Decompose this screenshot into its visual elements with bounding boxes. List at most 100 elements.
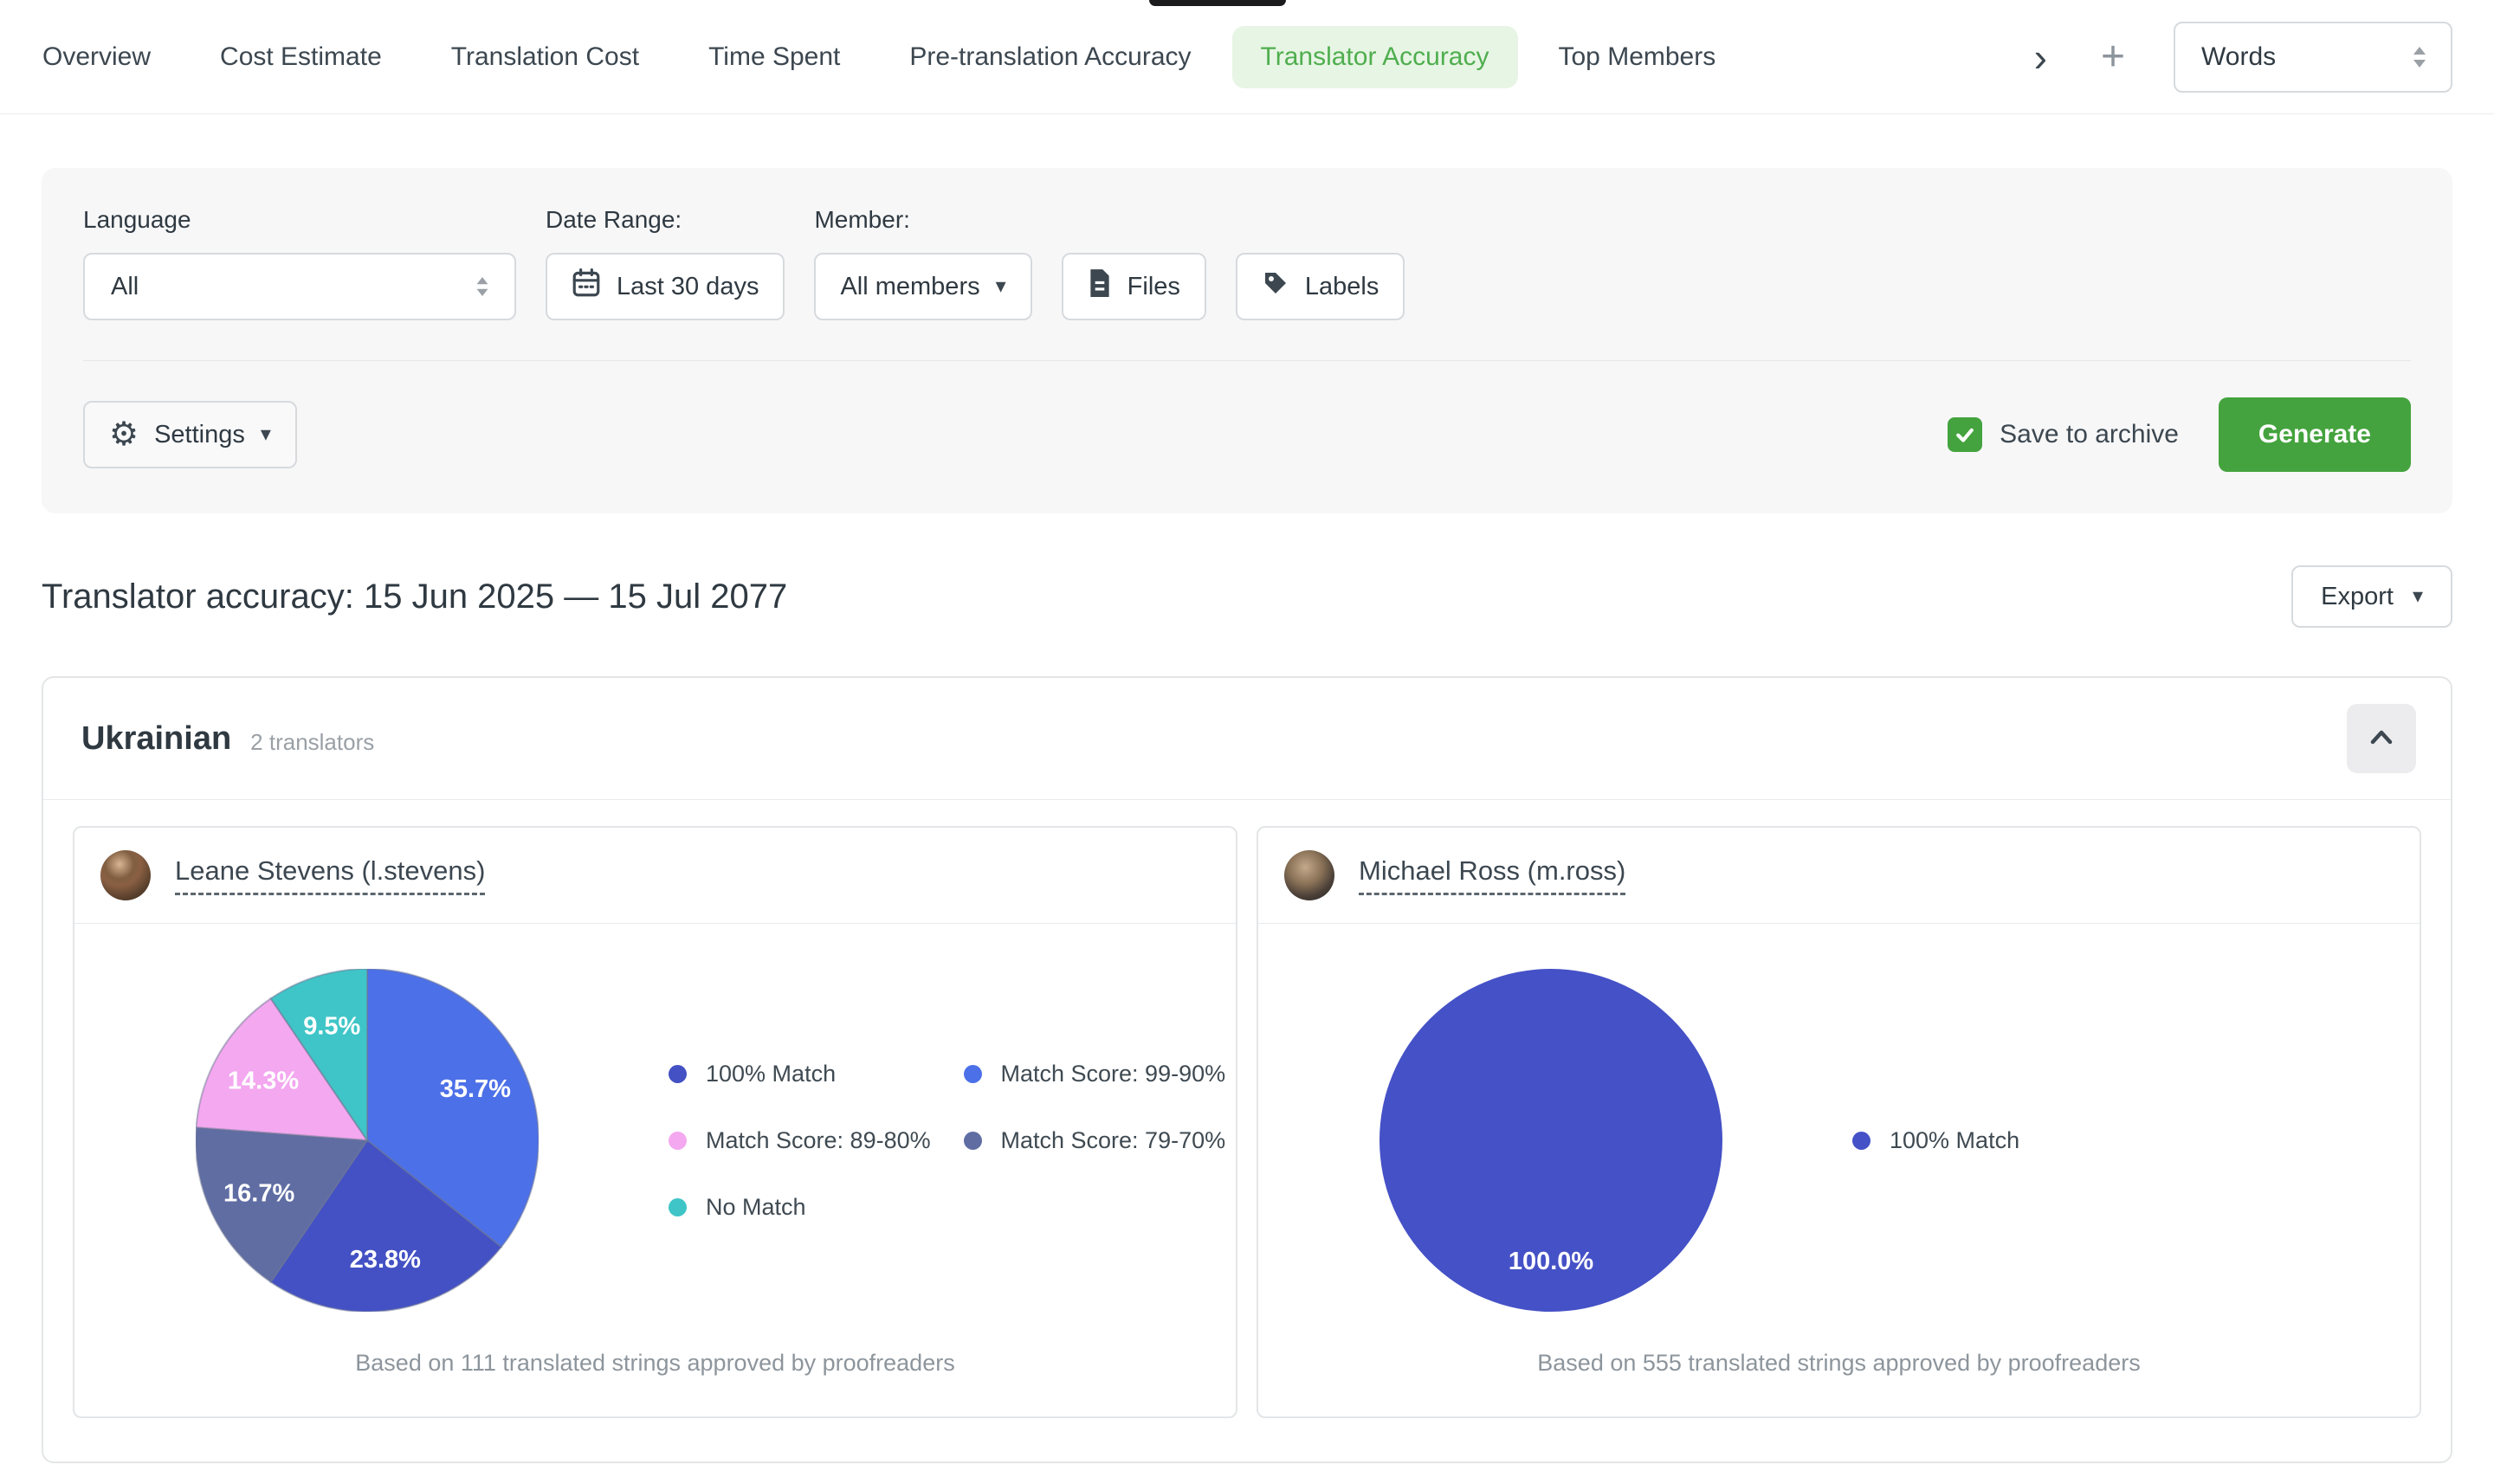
date-range-label: Date Range:	[546, 206, 682, 233]
report-filter-panel: Language All Date Range:	[42, 168, 2452, 513]
legend-dot-icon	[669, 1064, 687, 1083]
language-select[interactable]: All	[83, 253, 516, 320]
legend-label: 100% Match	[1890, 1126, 2020, 1153]
date-range-filter-group: Date Range: Last 30 days	[546, 206, 785, 320]
legend-label: No Match	[706, 1193, 806, 1220]
avatar	[100, 850, 151, 900]
member-dropdown[interactable]: All members ▾	[814, 253, 1032, 320]
save-to-archive-label: Save to archive	[2000, 420, 2179, 448]
legend-item[interactable]: 100% Match	[1852, 1127, 2019, 1154]
date-range-value: Last 30 days	[617, 272, 759, 300]
member-dropdown-value: All members	[840, 272, 980, 300]
labels-button-label: Labels	[1304, 272, 1379, 300]
caret-down-icon: ▾	[260, 423, 271, 446]
pie-slice-label: 100.0%	[1509, 1248, 1594, 1275]
language-select-value: All	[111, 272, 139, 300]
language-section: Ukrainian 2 translators Leane Stevens (l…	[42, 676, 2452, 1463]
language-section-header: Ukrainian 2 translators	[43, 678, 2451, 800]
gear-icon: ⚙	[109, 416, 139, 453]
translator-card-header: Michael Ross (m.ross)	[1258, 828, 2420, 924]
legend-dot-icon	[963, 1131, 982, 1150]
export-button-label: Export	[2321, 582, 2394, 610]
legend-label: Match Score: 89-80%	[706, 1126, 931, 1153]
member-label: Member:	[814, 206, 910, 233]
file-icon	[1088, 268, 1112, 305]
chevron-up-icon	[2368, 728, 2394, 750]
legend-label: 100% Match	[706, 1060, 837, 1087]
legend-item[interactable]: No Match	[669, 1194, 907, 1221]
unit-select-value: Words	[2201, 42, 2277, 71]
translator-card-body: 35.7% 23.8% 16.7% 14.3% 9.5% 100% Match Match …	[74, 924, 1236, 1313]
settings-button[interactable]: ⚙ Settings ▾	[83, 401, 297, 468]
add-report-button[interactable]: +	[2100, 33, 2125, 80]
date-range-button[interactable]: Last 30 days	[546, 253, 785, 320]
filter-panel-divider	[83, 360, 2411, 361]
filter-row: Language All Date Range:	[83, 168, 2411, 360]
pie-slice[interactable]	[269, 1139, 503, 1313]
legend-item[interactable]: Match Score: 79-70%	[963, 1127, 1225, 1154]
legend-label: Match Score: 99-90%	[1000, 1060, 1226, 1087]
legend-item[interactable]: Match Score: 99-90%	[963, 1061, 1225, 1087]
pie-chart: 35.7% 23.8% 16.7% 14.3%9.5%	[195, 967, 540, 1313]
pie-slice[interactable]	[195, 1126, 369, 1284]
caret-down-icon: ▾	[995, 274, 1006, 298]
save-to-archive-checkbox[interactable]	[1948, 417, 1983, 452]
translator-card-header: Leane Stevens (l.stevens)	[74, 828, 1236, 924]
export-button[interactable]: Export ▾	[2291, 565, 2452, 628]
legend-dot-icon	[963, 1064, 982, 1083]
pie-slice[interactable]	[1379, 969, 1722, 1312]
labels-button[interactable]: Labels	[1235, 253, 1405, 320]
settings-button-label: Settings	[154, 420, 245, 448]
pie-slice-label: 23.8%	[350, 1246, 421, 1274]
unit-select[interactable]: Words	[2174, 21, 2452, 93]
tab-pre-translation-accuracy[interactable]: Pre-translation Accuracy	[909, 42, 1192, 71]
language-name: Ukrainian	[81, 719, 232, 757]
labels-filter-group: Labels	[1235, 253, 1405, 320]
collapse-section-button[interactable]	[2347, 704, 2416, 773]
legend-dot-icon	[669, 1131, 687, 1150]
pie-slice-label: 9.5%	[303, 1013, 360, 1041]
tag-icon	[1262, 269, 1289, 304]
pie-slice-label: 35.7%	[440, 1075, 511, 1103]
translator-card: Michael Ross (m.ross) 100.0% 100% Match Bas…	[1257, 826, 2421, 1418]
files-button[interactable]: Files	[1061, 253, 1206, 320]
tab-cost-estimate[interactable]: Cost Estimate	[220, 42, 382, 71]
translators-count: 2 translators	[250, 728, 375, 755]
pie-slice[interactable]	[269, 967, 368, 1144]
legend-label: Match Score: 79-70%	[1000, 1126, 1226, 1153]
pie-slice[interactable]	[366, 967, 540, 1248]
translator-name-link[interactable]: Leane Stevens (l.stevens)	[175, 855, 486, 895]
tab-time-spent[interactable]: Time Spent	[708, 42, 841, 71]
pie-slice[interactable]	[195, 997, 369, 1142]
tab-overview[interactable]: Overview	[42, 42, 152, 71]
select-sort-icon	[473, 274, 492, 299]
tab-translator-accuracy[interactable]: Translator Accuracy	[1231, 25, 1518, 88]
report-tabbar: Overview Cost Estimate Translation Cost Tim…	[0, 0, 2494, 114]
legend-dot-icon	[669, 1197, 687, 1216]
pie-chart: 100.0%	[1379, 969, 1722, 1312]
files-button-label: Files	[1127, 272, 1180, 300]
tabs-overflow-chevron-icon[interactable]: ›	[2033, 34, 2047, 80]
generate-button[interactable]: Generate	[2218, 397, 2411, 472]
tab-top-members[interactable]: Top Members	[1558, 42, 1716, 71]
pie-slice-label: 14.3%	[228, 1068, 299, 1095]
legend-item[interactable]: 100% Match	[669, 1061, 907, 1087]
card-footnote: Based on 111 translated strings approved…	[355, 1350, 955, 1376]
pie-chart-container: 35.7% 23.8% 16.7% 14.3% 9.5%	[195, 967, 540, 1313]
report-tabs: Overview Cost Estimate Translation Cost Tim…	[14, 25, 1744, 88]
legend-dot-icon	[1852, 1131, 1870, 1150]
legend-item[interactable]: Match Score: 89-80%	[669, 1127, 931, 1154]
calendar-icon	[572, 268, 601, 306]
pie-slice-label: 16.7%	[223, 1179, 294, 1207]
files-filter-group: Files	[1061, 253, 1206, 320]
save-to-archive-control[interactable]: Save to archive	[1948, 417, 2179, 452]
report-title-row: Translator accuracy: 15 Jun 2025 — 15 Ju…	[42, 565, 2452, 628]
actions-row: ⚙ Settings ▾ Save to archive Generate	[83, 361, 2411, 513]
member-filter-group: Member: All members ▾	[814, 206, 1032, 320]
pie-legend: 100% Match Match Score: 99-90% Match Score…	[669, 1061, 1225, 1221]
pie-legend: 100% Match	[1852, 1127, 2077, 1154]
translator-card-body: 100.0% 100% Match	[1258, 924, 2420, 1312]
language-label: Language	[83, 206, 191, 233]
tab-translation-cost[interactable]: Translation Cost	[450, 42, 640, 71]
translator-name-link[interactable]: Michael Ross (m.ross)	[1359, 855, 1626, 895]
